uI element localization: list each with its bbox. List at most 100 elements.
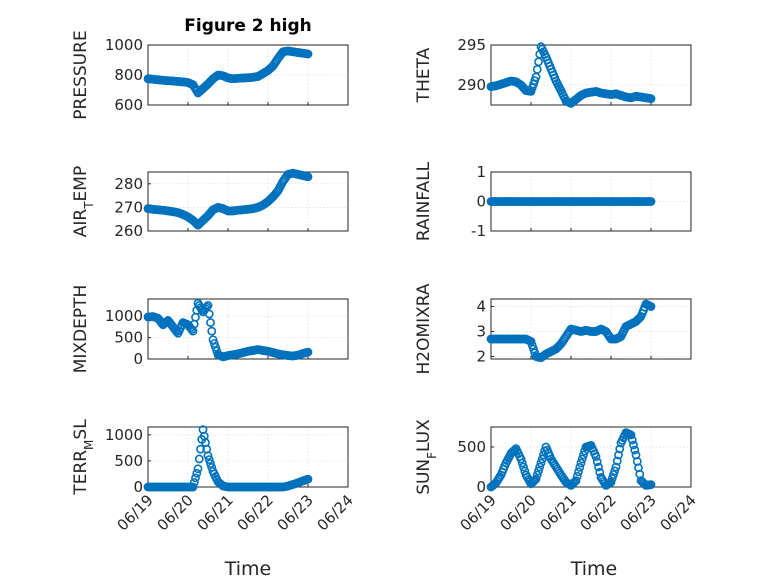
- x-tick-label: 06/19: [114, 491, 157, 534]
- data-point: [646, 480, 656, 489]
- data-point: [627, 435, 637, 445]
- data-point: [204, 455, 214, 465]
- data-point: [303, 474, 313, 484]
- y-tick-label: 295: [457, 36, 486, 54]
- x-tick-label: 06/23: [274, 491, 317, 534]
- data-point: [592, 457, 602, 467]
- data-point: [594, 462, 603, 472]
- data-point: [646, 302, 656, 311]
- data-point: [607, 473, 617, 483]
- y-tick-label: 500: [457, 438, 486, 456]
- x-tick-label: 06/24: [657, 491, 700, 534]
- data-point: [517, 458, 527, 468]
- y-tick-label: 600: [114, 96, 143, 114]
- data-point: [516, 454, 526, 464]
- data-point: [635, 313, 645, 323]
- y-tick-label: 1: [476, 163, 486, 181]
- data-point: [191, 473, 200, 483]
- data-point: [615, 444, 625, 454]
- data-point: [630, 445, 640, 455]
- data-point: [192, 468, 202, 478]
- axes-border: [490, 426, 692, 488]
- data-point: [206, 459, 215, 468]
- y-tick-label: 0: [133, 350, 143, 368]
- data-point: [536, 458, 546, 468]
- y-tick-label: 1000: [105, 307, 143, 325]
- axes-box: [147, 171, 349, 232]
- data-point: [611, 462, 621, 472]
- data-point: [204, 309, 214, 319]
- y-tick-label: 0: [476, 193, 486, 211]
- y-axis-label: AIRTEMP: [71, 166, 96, 237]
- subplot-rainfall: -1 0 1 RAINFALL: [414, 161, 692, 241]
- y-axis-label: RAINFALL: [414, 161, 434, 241]
- y-tick-label: 290: [457, 76, 486, 94]
- y-tick-label: 500: [114, 452, 143, 470]
- y-tick-label: -1: [471, 222, 486, 240]
- x-tick-label: 06/21: [537, 491, 580, 534]
- data-point: [614, 450, 623, 460]
- data-point: [646, 94, 656, 103]
- y-tick-label: 4: [476, 298, 486, 316]
- data-point: [532, 470, 542, 480]
- y-axis-label: H2OMIXRA: [414, 283, 434, 374]
- data-point: [610, 466, 620, 476]
- y-axis-label: PRESSURE: [71, 30, 91, 119]
- data-point: [207, 326, 217, 336]
- data-point: [303, 347, 313, 357]
- y-tick-label: 0: [476, 478, 486, 496]
- data-point: [193, 464, 203, 474]
- data-point: [209, 339, 219, 348]
- subplot-pressure: 600 800 1000 PRESSURE: [71, 30, 349, 120]
- data-point: [626, 430, 636, 440]
- x-axis-label: Time: [570, 558, 618, 580]
- data-point: [646, 197, 656, 206]
- data-point: [303, 172, 313, 182]
- y-tick-label: 270: [114, 198, 143, 216]
- y-axis-label: THETA: [414, 47, 434, 103]
- data-point: [535, 462, 545, 472]
- data-point: [591, 452, 601, 461]
- y-tick-label: 500: [114, 329, 143, 347]
- data-point: [576, 458, 586, 468]
- axes-border: [147, 298, 349, 360]
- data-point: [206, 318, 215, 327]
- data-point: [303, 49, 313, 59]
- x-tick-label: 06/21: [194, 491, 237, 534]
- y-tick-label: 1000: [105, 36, 143, 54]
- axes-box: [147, 426, 349, 488]
- subplot-theta: 290 295 THETA: [414, 36, 692, 108]
- data-point: [629, 440, 638, 450]
- data-point: [577, 454, 587, 464]
- data-point: [519, 462, 528, 472]
- y-tick-label: 280: [114, 175, 143, 193]
- data-point: [574, 467, 583, 477]
- data-point: [569, 478, 578, 488]
- data-point: [529, 476, 538, 486]
- data-point: [575, 462, 585, 472]
- y-axis-label: TERRMSL: [71, 419, 96, 496]
- y-tick-label: 2: [476, 348, 486, 366]
- data-point: [572, 471, 582, 481]
- data-point: [188, 482, 198, 492]
- y-tick-label: 1000: [105, 426, 143, 444]
- data-point: [579, 450, 588, 460]
- data-point: [612, 456, 622, 466]
- x-tick-label: 06/23: [617, 491, 660, 534]
- x-tick-label: 06/20: [154, 491, 197, 534]
- data-point: [189, 478, 199, 487]
- axes-border: [490, 298, 692, 360]
- data-point: [537, 454, 547, 464]
- x-tick-label: 06/20: [497, 491, 540, 534]
- x-tick-label: 06/22: [234, 491, 277, 534]
- subplot-mixdepth: 0 500 1000 MIXDEPTH: [71, 285, 349, 373]
- data-point: [606, 477, 616, 487]
- data-point: [194, 454, 204, 464]
- data-point: [529, 344, 538, 354]
- x-tick-label: 06/24: [314, 491, 357, 534]
- data-point: [203, 301, 213, 310]
- subplot-air_temp: 260 270 280 AIRTEMP: [71, 166, 349, 240]
